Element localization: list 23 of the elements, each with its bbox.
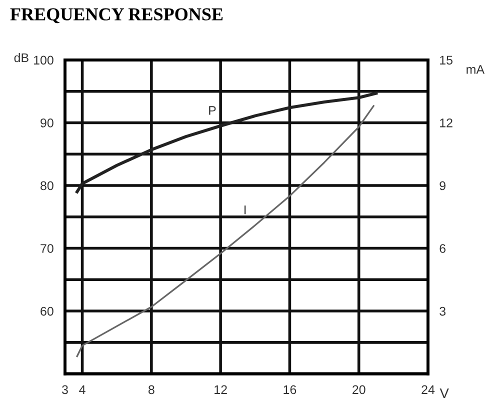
x-tick-label: 12	[214, 385, 227, 394]
y2-axis-title: mA	[466, 65, 485, 74]
y2-tick-label: 9	[440, 181, 446, 190]
y-tick-label: 90	[40, 118, 54, 128]
x-tick-label: 8	[148, 385, 154, 394]
y-tick-label: 100	[34, 56, 54, 65]
y2-tick-label: 12	[440, 118, 452, 128]
x-tick-label: 3	[62, 385, 68, 394]
x-tick-label: 4	[79, 385, 86, 394]
x-tick-label: 24	[422, 385, 435, 394]
series-label: I	[244, 206, 246, 214]
y-tick-label: 60	[40, 306, 54, 316]
y2-tick-label: 3	[440, 306, 446, 316]
chart-title: FREQUENCY RESPONSE	[10, 8, 223, 24]
y-axis-title: dB	[14, 52, 28, 62]
x-tick-label: 20	[352, 385, 366, 394]
x-axis-title: V	[440, 388, 449, 398]
x-tick-label: 16	[284, 385, 296, 394]
y-tick-label: 80	[40, 181, 54, 190]
y2-tick-label: 6	[440, 244, 446, 253]
y2-tick-label: 15	[440, 56, 452, 65]
series-label: P	[209, 106, 216, 115]
y-tick-label: 70	[40, 244, 54, 253]
